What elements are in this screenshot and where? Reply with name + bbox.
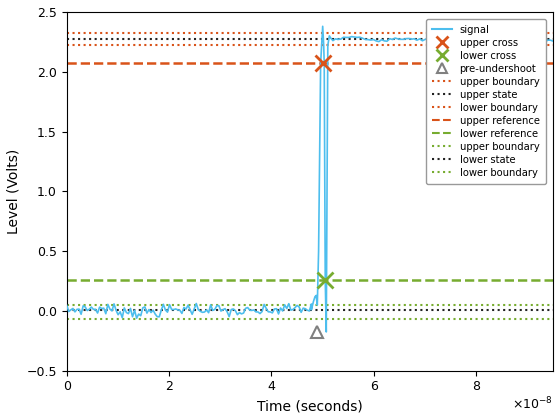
signal bbox=[550, 39, 557, 44]
Y-axis label: Level (Volts): Level (Volts) bbox=[7, 149, 21, 234]
signal bbox=[408, 37, 415, 42]
Text: $\times10^{-8}$: $\times10^{-8}$ bbox=[512, 396, 553, 412]
signal bbox=[323, 329, 330, 334]
Line: signal: signal bbox=[67, 26, 553, 332]
signal bbox=[238, 311, 245, 316]
signal bbox=[319, 24, 326, 29]
Legend: signal, upper cross, lower cross, pre-undershoot, upper boundary, upper state, l: signal, upper cross, lower cross, pre-un… bbox=[426, 19, 545, 184]
signal bbox=[86, 307, 93, 312]
X-axis label: Time (seconds): Time (seconds) bbox=[257, 399, 363, 413]
signal bbox=[63, 303, 70, 308]
signal bbox=[449, 34, 456, 39]
signal bbox=[335, 37, 342, 42]
signal bbox=[244, 305, 251, 310]
